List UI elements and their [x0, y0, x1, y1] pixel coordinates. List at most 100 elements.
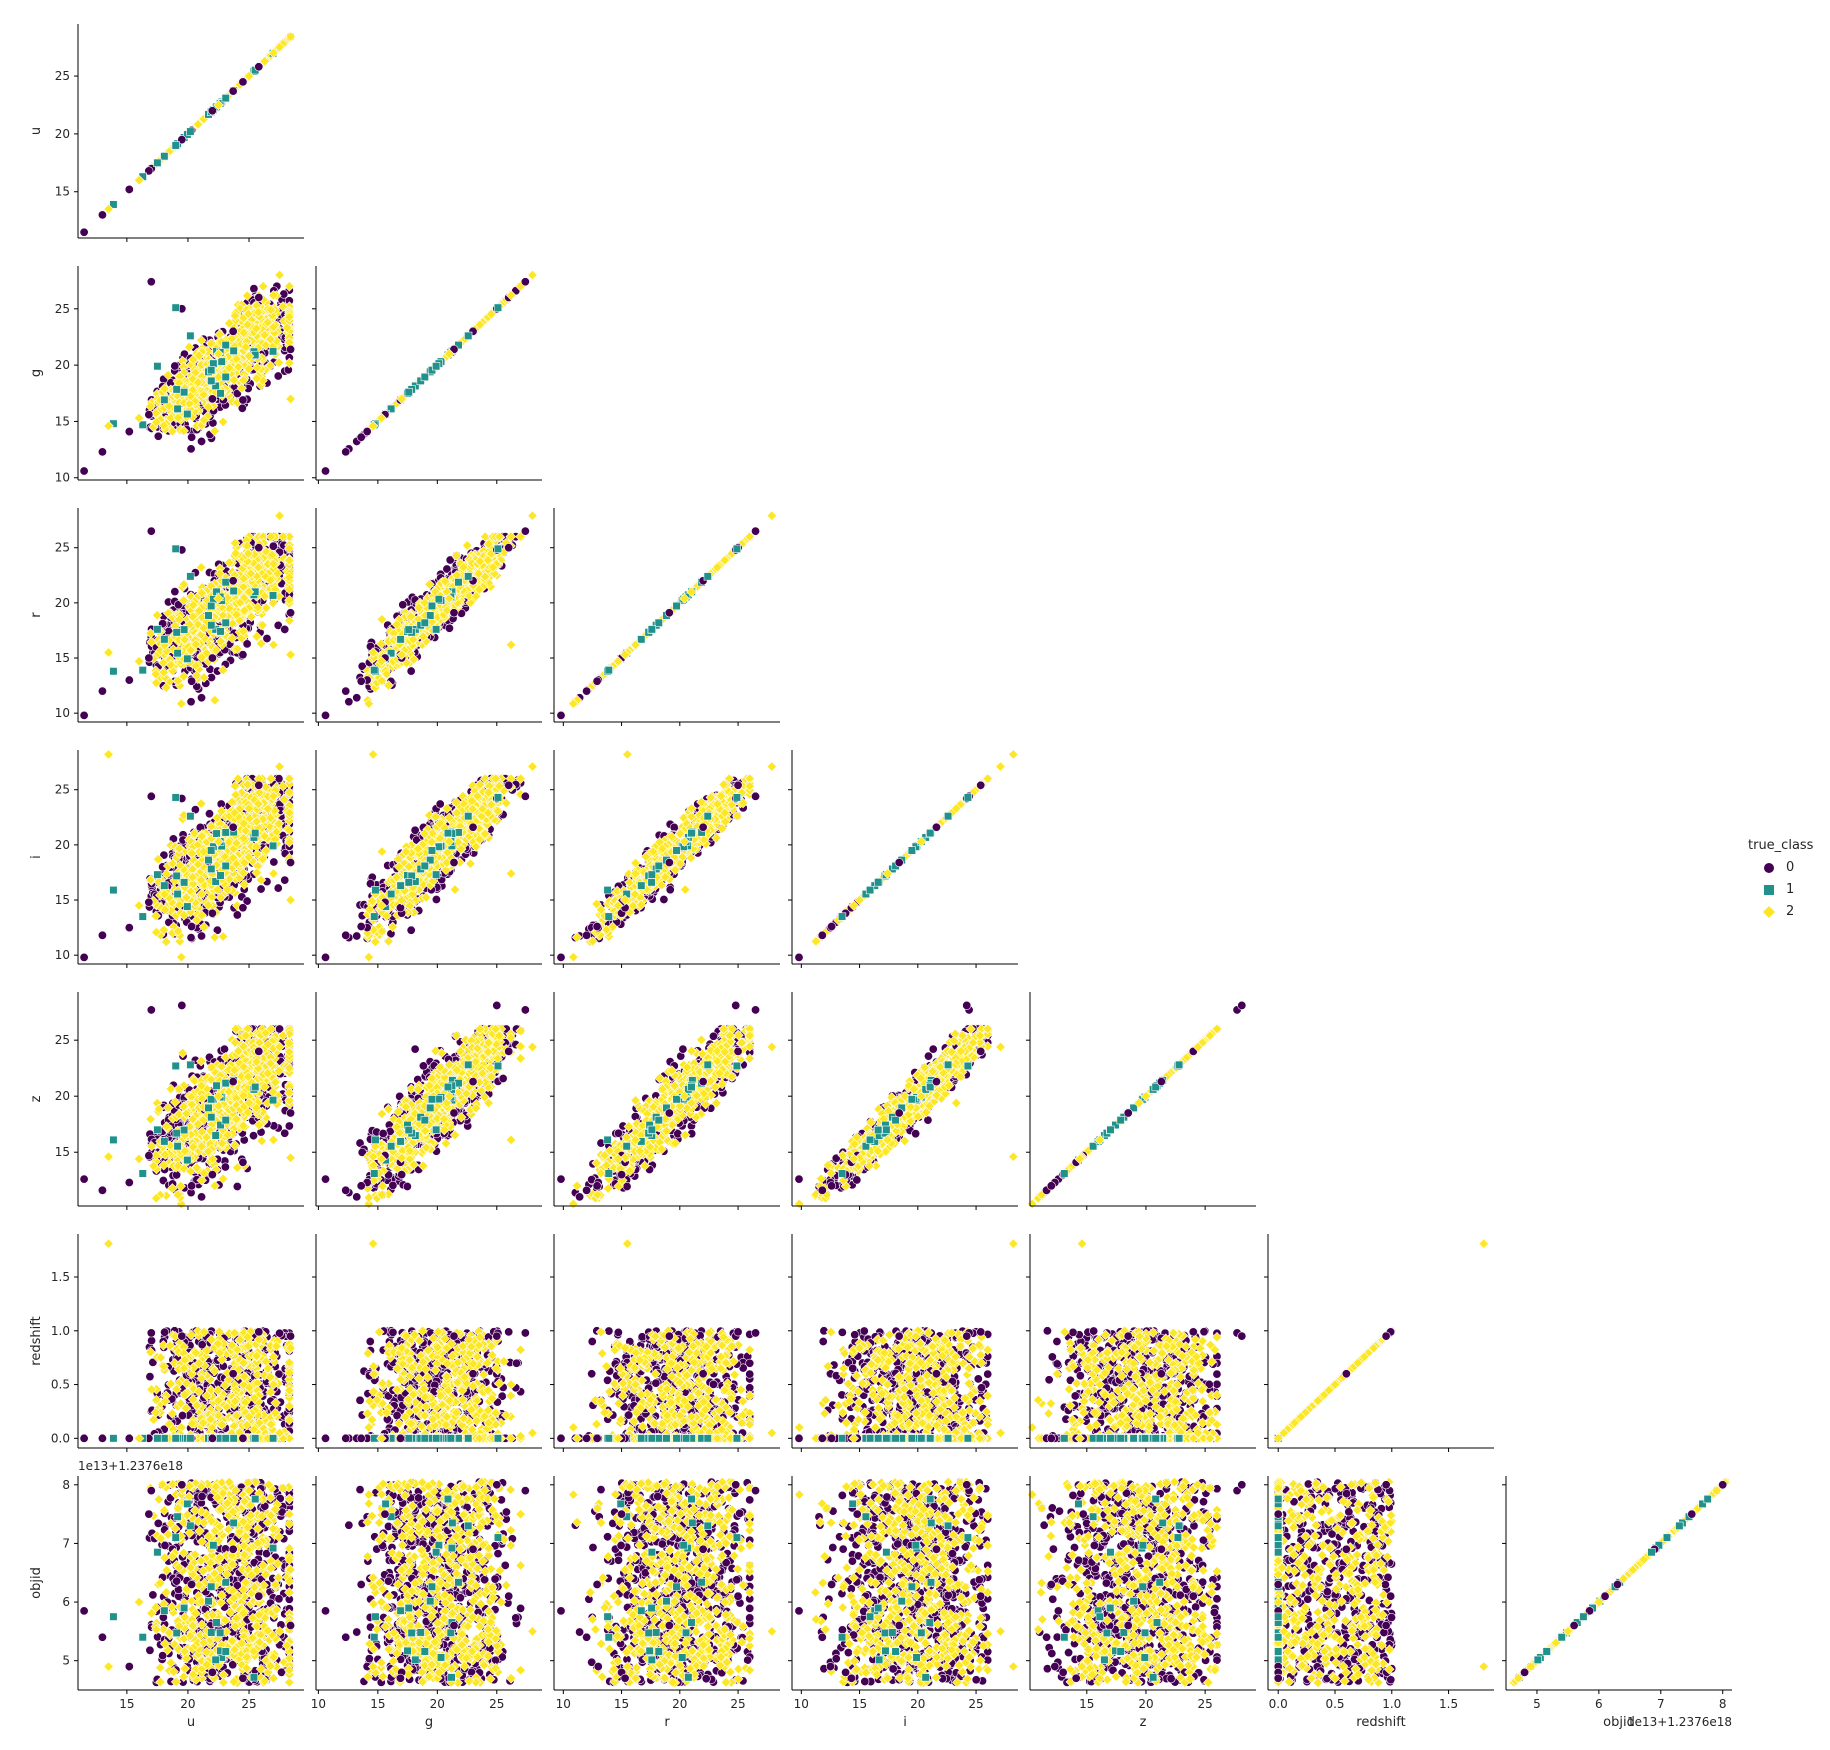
point-class-0: [153, 431, 163, 441]
point-class-2: [133, 412, 145, 424]
point-class-1: [171, 303, 180, 312]
point-class-0: [97, 447, 107, 457]
point-class-2: [238, 327, 249, 339]
scatter-points: [79, 31, 296, 237]
point-class-0: [207, 394, 217, 404]
point-class-1: [268, 347, 278, 356]
point-class-2: [242, 290, 253, 301]
point-class-2: [151, 416, 162, 428]
point-class-0: [228, 326, 238, 336]
point-class-2: [259, 329, 270, 341]
point-class-1: [464, 331, 473, 340]
point-class-2: [233, 361, 244, 373]
point-class-1: [153, 158, 162, 167]
point-class-2: [284, 281, 295, 292]
point-class-0: [321, 466, 331, 476]
scatter-points: [79, 269, 296, 476]
point-class-0: [170, 587, 180, 597]
point-class-2: [236, 383, 247, 394]
point-class-2: [214, 329, 225, 340]
point-class-1: [404, 388, 413, 397]
point-class-1: [221, 94, 230, 103]
point-class-0: [146, 277, 156, 287]
y-axis-label-u: u: [29, 127, 44, 135]
point-class-1: [172, 385, 181, 394]
point-class-2: [257, 281, 269, 292]
point-class-1: [207, 366, 216, 375]
point-class-2: [253, 307, 264, 318]
point-class-2: [274, 269, 285, 281]
point-class-2: [268, 290, 279, 301]
point-class-2: [285, 393, 296, 405]
point-class-2: [265, 304, 277, 316]
point-class-1: [207, 376, 216, 385]
point-class-1: [183, 409, 192, 419]
point-class-0: [341, 447, 351, 457]
point-class-1: [493, 303, 503, 312]
scatter-points: [79, 510, 296, 720]
point-class-1: [217, 357, 226, 366]
point-class-1: [180, 388, 189, 397]
point-class-1: [221, 340, 230, 350]
point-class-1: [216, 389, 225, 398]
point-class-2: [198, 414, 210, 426]
point-class-2: [251, 323, 262, 334]
point-class-2: [277, 301, 289, 312]
point-class-2: [262, 317, 274, 328]
point-class-2: [196, 335, 207, 346]
point-class-0: [254, 62, 264, 72]
point-class-0: [124, 184, 134, 194]
point-class-0: [279, 289, 289, 299]
point-class-2: [285, 31, 296, 42]
point-class-2: [274, 41, 285, 53]
point-class-0: [356, 432, 366, 442]
point-class-2: [269, 327, 280, 339]
point-class-0: [362, 427, 372, 437]
y-tick-label: 15: [55, 414, 70, 428]
point-class-2: [150, 407, 162, 419]
y-tick-label: 20: [55, 358, 70, 372]
point-class-2: [178, 425, 189, 437]
point-class-2: [265, 334, 276, 345]
point-class-2: [259, 56, 270, 67]
point-class-2: [284, 357, 295, 369]
point-class-1: [138, 420, 147, 429]
point-class-0: [97, 210, 107, 220]
point-class-0: [249, 284, 259, 294]
point-class-2: [162, 369, 174, 381]
point-class-2: [226, 333, 238, 344]
point-class-2: [367, 420, 379, 432]
point-class-2: [284, 311, 295, 323]
point-class-0: [187, 432, 197, 442]
point-class-0: [254, 293, 264, 303]
point-class-0: [79, 466, 89, 476]
point-class-1: [160, 152, 169, 161]
point-class-2: [243, 308, 254, 320]
point-class-0: [170, 361, 180, 371]
scatter-points: [321, 269, 538, 476]
point-class-2: [223, 362, 235, 374]
point-class-0: [186, 444, 196, 454]
point-class-2: [273, 357, 285, 368]
point-class-0: [197, 693, 207, 703]
point-class-2: [268, 47, 279, 59]
point-class-0: [242, 639, 252, 649]
point-class-0: [520, 277, 530, 287]
point-class-2: [242, 319, 253, 330]
y-tick-label: 20: [55, 127, 70, 141]
point-class-2: [251, 373, 262, 384]
point-class-2: [216, 336, 227, 348]
y-tick-label: 25: [55, 69, 70, 83]
point-class-2: [238, 375, 249, 386]
point-class-0: [79, 227, 89, 237]
point-class-2: [265, 360, 276, 371]
point-class-2: [213, 99, 224, 111]
point-class-2: [474, 319, 486, 330]
point-class-0: [207, 106, 217, 116]
point-class-2: [224, 317, 235, 329]
point-class-2: [217, 416, 229, 428]
y-axis-label-g: g: [29, 369, 44, 377]
